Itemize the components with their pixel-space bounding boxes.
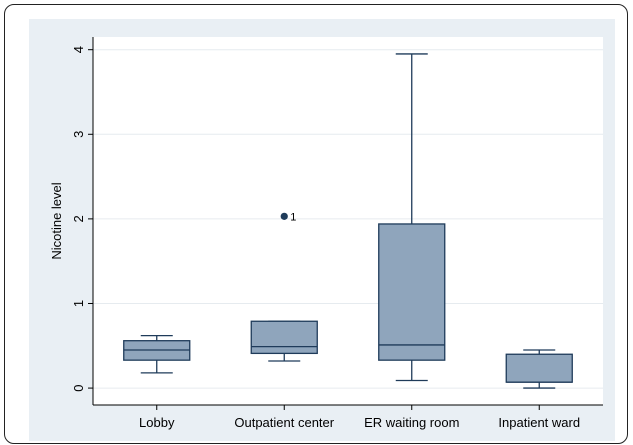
gridlines [93,49,603,389]
y-axis-label: Nicotine level [49,182,64,259]
x-tick-label: ER waiting room [364,415,459,430]
y-tick-label: 0 [71,384,86,391]
box-iqr [250,320,318,355]
box-outpatient-center [250,320,318,362]
x-tick-label: Outpatient center [234,415,334,430]
box-iqr [378,223,446,361]
box-er-waiting-room [378,53,446,382]
x-tick-label: Inpatient ward [498,415,580,430]
y-tick-label: 4 [71,46,86,53]
y-axis: 0 1 2 3 4 [71,37,94,405]
box-plot-chart: 1 0 1 2 3 4 Lobby Outpatient center ER waiting… [29,19,615,441]
x-tick-label: Lobby [139,415,175,430]
box-iqr [505,353,573,383]
box-lobby [123,334,191,374]
boxes-layer [123,53,573,389]
outliers-layer: 1 [280,211,296,223]
y-tick-label: 1 [71,300,86,307]
outlier-point [280,212,288,220]
x-axis: Lobby Outpatient center ER waiting room Inp… [93,404,603,430]
y-tick-label: 2 [71,215,86,222]
outlier-label: 1 [290,211,296,223]
figure-frame: 1 0 1 2 3 4 Lobby Outpatient center ER waiting… [4,4,628,444]
box-inpatient-ward [505,349,573,389]
y-tick-label: 3 [71,131,86,138]
